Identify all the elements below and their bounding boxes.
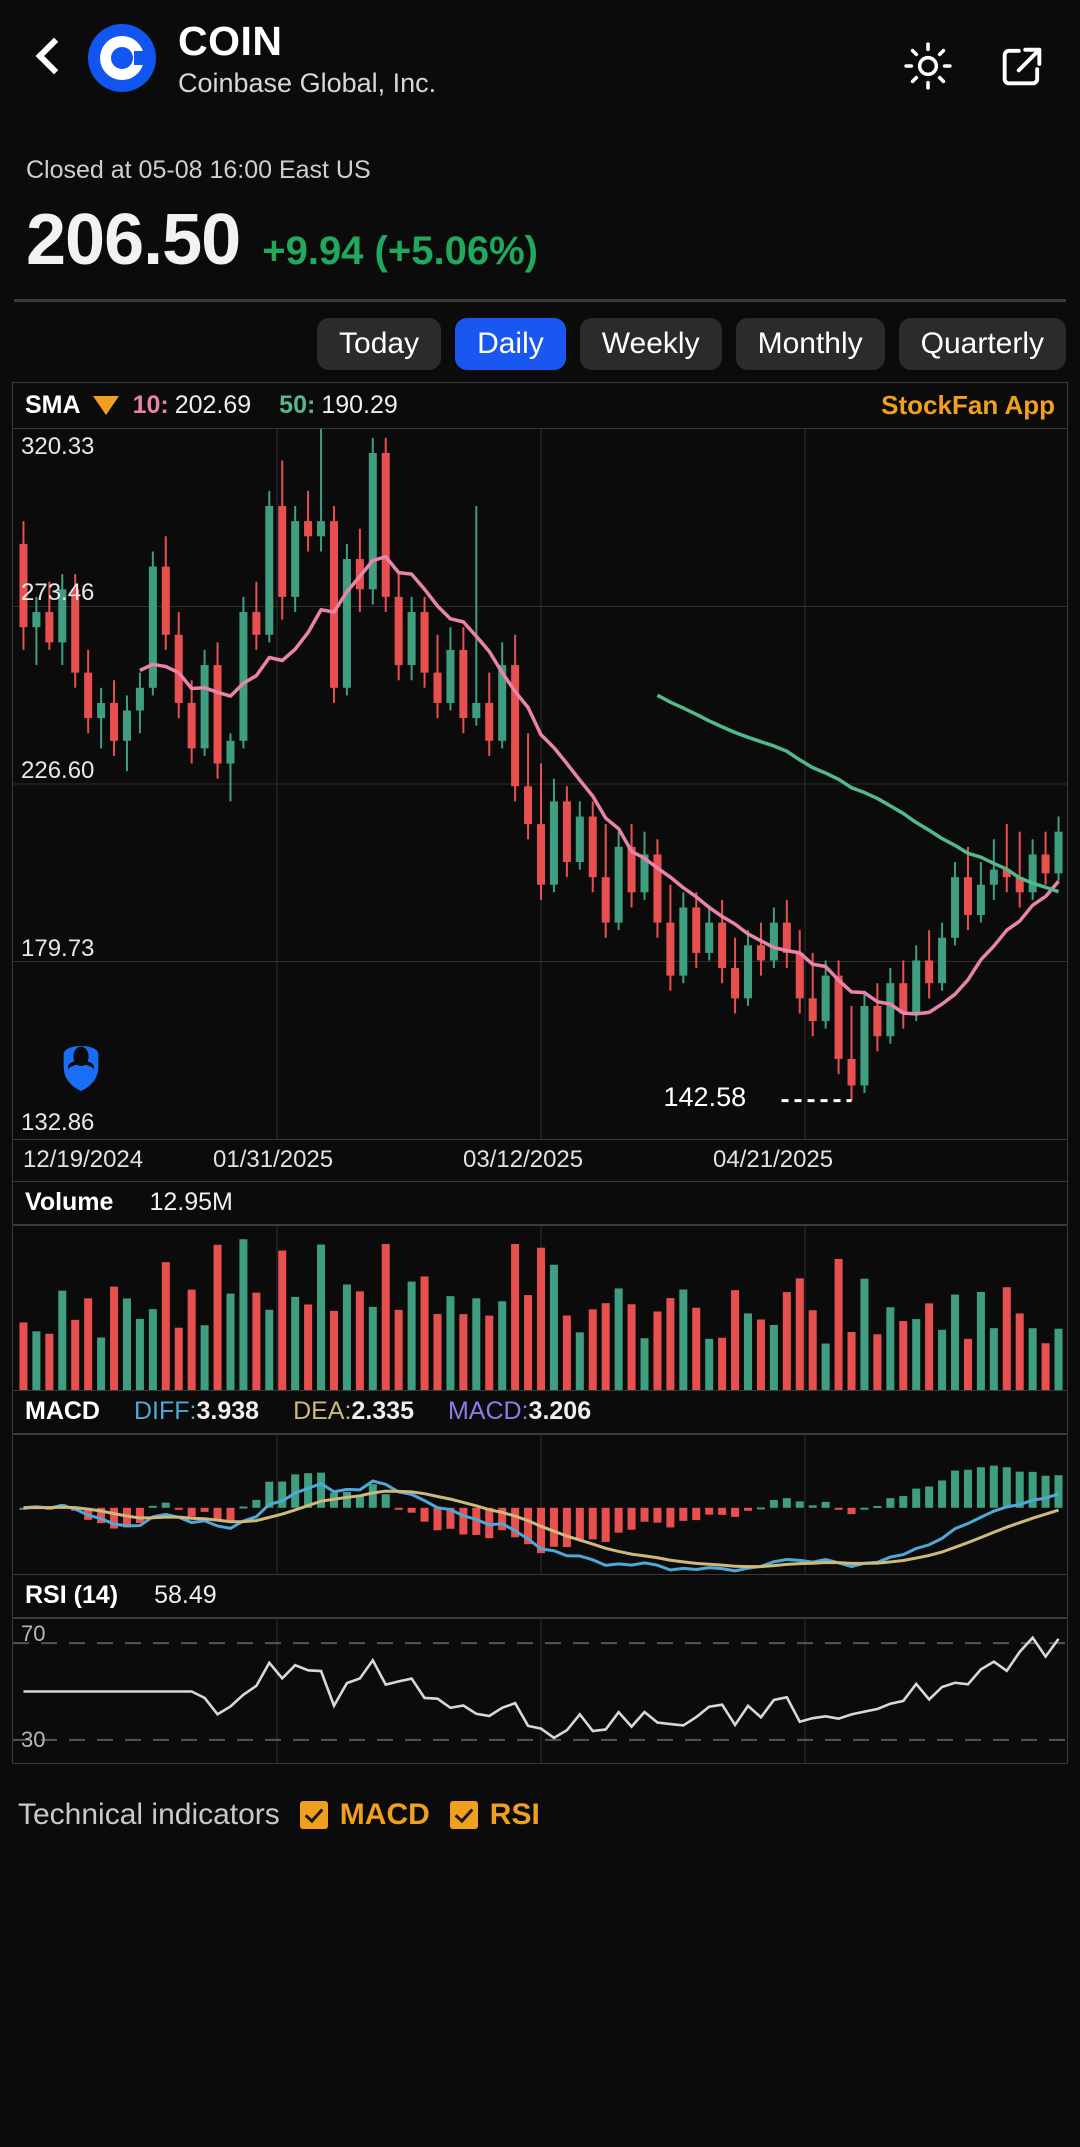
tab-today[interactable]: Today [317, 318, 442, 370]
rsi-panel[interactable]: 70 30 [13, 1617, 1067, 1763]
share-external-link-icon [1002, 47, 1042, 86]
triangle-down-icon[interactable] [92, 395, 119, 415]
volume-value: 12.95M [149, 1188, 233, 1217]
chart-card: SMA 10: 202.69 50: 190.29 StockFan App 3… [12, 381, 1068, 1764]
macd-panel[interactable] [13, 1433, 1067, 1574]
rsi-upper-label: 70 [21, 1620, 46, 1646]
tab-monthly[interactable]: Monthly [735, 318, 885, 370]
share-button[interactable] [996, 40, 1048, 92]
coinbase-logo-icon [88, 24, 156, 92]
y-tick-1: 273.46 [21, 578, 95, 606]
check-icon [449, 1800, 478, 1829]
macd-diff-label: DIFF: [134, 1397, 197, 1426]
header-actions [902, 40, 1048, 92]
sma-label: SMA [25, 390, 81, 419]
macd-diff-value: 3.938 [196, 1397, 260, 1426]
volume-title: Volume [25, 1188, 114, 1217]
company-name: Coinbase Global, Inc. [178, 68, 437, 99]
macd-macd-value: 3.206 [528, 1397, 592, 1426]
back-button[interactable] [26, 18, 82, 94]
x-tick-1: 01/31/2025 [213, 1146, 334, 1174]
volume-plot [19, 1225, 1063, 1390]
sma50-value: 190.29 [321, 390, 398, 419]
price-block: 206.50 +9.94 (+5.06%) [0, 199, 1080, 281]
rsi-lower-label: 30 [21, 1726, 46, 1752]
title-block: COIN Coinbase Global, Inc. [178, 18, 902, 99]
avatar [88, 24, 156, 92]
tab-weekly[interactable]: Weekly [579, 318, 722, 370]
timeframe-tabs: Today Daily Weekly Monthly Quarterly [0, 302, 1080, 382]
price-change: +9.94 (+5.06%) [262, 229, 538, 273]
checkbox-macd-label: MACD [339, 1797, 430, 1831]
stockfan-watermark-icon [63, 1045, 99, 1091]
rsi-value: 58.49 [154, 1581, 217, 1610]
back-chevron-icon [35, 37, 73, 75]
sma50-label: 50: [279, 390, 316, 419]
macd-macd-label: MACD: [447, 1397, 529, 1426]
macd-plot [19, 1434, 1063, 1574]
y-tick-2: 226.60 [21, 756, 95, 784]
x-axis: 12/19/2024 01/31/2025 03/12/2025 04/21/2… [13, 1138, 1067, 1181]
app-header: COIN Coinbase Global, Inc. [0, 0, 1080, 150]
macd-dea-value: 2.335 [351, 1397, 414, 1426]
technical-indicators-label: Technical indicators [18, 1797, 280, 1831]
x-tick-3: 04/21/2025 [713, 1146, 834, 1174]
rsi-title: RSI (14) [25, 1581, 119, 1610]
checkbox-rsi[interactable]: RSI [449, 1797, 540, 1832]
period-low-label: 142.58 [663, 1082, 747, 1113]
y-tick-4: 132.86 [21, 1108, 95, 1136]
market-status: Closed at 05-08 16:00 East US [26, 156, 371, 184]
rsi-header: RSI (14) 58.49 [13, 1573, 1067, 1618]
rsi-plot [13, 1618, 1067, 1763]
y-tick-0: 320.33 [21, 432, 95, 460]
sma-indicator-bar[interactable]: SMA 10: 202.69 50: 190.29 StockFan App [13, 383, 1067, 429]
check-icon [299, 1800, 328, 1829]
app-brand-watermark: StockFan App [881, 389, 1055, 420]
volume-header: Volume 12.95M [13, 1180, 1067, 1225]
tab-daily[interactable]: Daily [455, 318, 566, 370]
divider [14, 299, 1066, 302]
brightness-button[interactable] [902, 40, 954, 92]
checkbox-rsi-label: RSI [489, 1797, 540, 1831]
sma10-label: 10: [132, 390, 169, 419]
macd-header: MACD DIFF: 3.938 DEA: 2.335 MACD: 3.206 [13, 1389, 1067, 1434]
last-price: 206.50 [26, 200, 241, 280]
technical-indicators-footer: Technical indicators MACD RSI [0, 1764, 1080, 1832]
macd-dea-label: DEA: [293, 1397, 352, 1426]
macd-title: MACD [25, 1397, 100, 1426]
checkbox-macd[interactable]: MACD [299, 1797, 430, 1832]
tab-quarterly[interactable]: Quarterly [898, 318, 1066, 370]
candlestick-plot [13, 428, 1067, 1139]
x-tick-0: 12/19/2024 [23, 1146, 144, 1174]
sma10-value: 202.69 [174, 390, 252, 419]
volume-panel[interactable] [13, 1224, 1067, 1390]
y-tick-3: 179.73 [21, 934, 95, 962]
sun-brightness-icon [904, 42, 952, 90]
candlestick-panel[interactable]: 320.33 273.46 226.60 179.73 132.86 310.6… [13, 428, 1067, 1139]
page-title: COIN [178, 18, 283, 64]
x-tick-2: 03/12/2025 [463, 1146, 584, 1174]
